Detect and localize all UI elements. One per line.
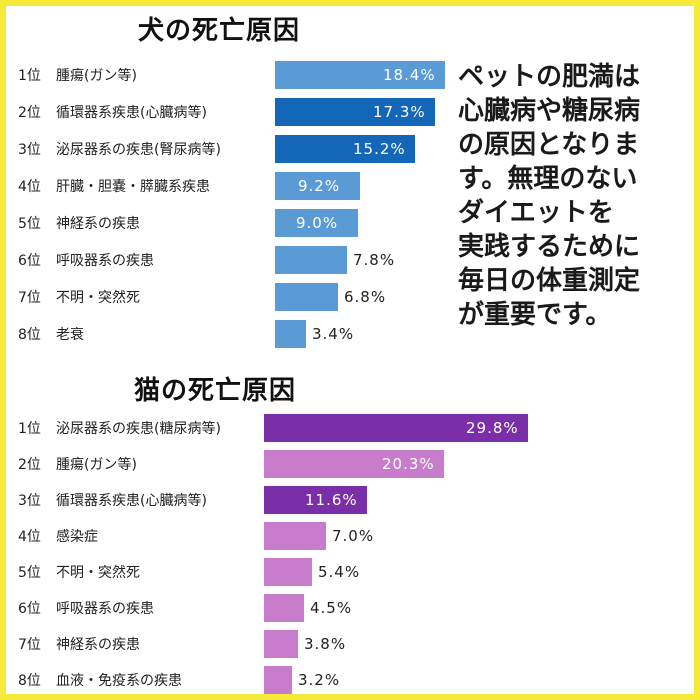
bar <box>275 172 360 200</box>
rank-label: 1位 <box>18 68 41 84</box>
value-label: 6.8% <box>344 288 387 306</box>
bar <box>264 414 528 442</box>
note-line: 実践するために <box>458 232 641 262</box>
value-label: 3.8% <box>304 635 347 653</box>
bar <box>275 320 306 348</box>
chart-row: 4位 感染症 7.0% <box>0 522 700 550</box>
bar <box>264 630 298 658</box>
cause-label: 老衰 <box>56 327 84 343</box>
cause-label: 循環器系疾患(心臓病等) <box>56 105 207 121</box>
bar <box>264 522 326 550</box>
rank-label: 7位 <box>18 637 41 653</box>
bar <box>264 558 312 586</box>
rank-label: 5位 <box>18 216 41 232</box>
value-label: 18.4% <box>383 66 436 84</box>
chart-row: 6位 呼吸器系の疾患 4.5% <box>0 594 700 622</box>
chart-row: 6位 呼吸器系の疾患 7.8% <box>0 246 700 274</box>
chart-row: 1位 泌尿器系の疾患(糖尿病等) 29.8% <box>0 414 700 442</box>
cause-label: 肝臓・胆嚢・膵臓系疾患 <box>56 179 210 195</box>
rank-label: 3位 <box>18 142 41 158</box>
rank-label: 4位 <box>18 529 41 545</box>
cause-label: 腫瘍(ガン等) <box>56 68 137 84</box>
chart-row: 7位 神経系の疾患 3.8% <box>0 630 700 658</box>
note-line: の原因となりま <box>458 130 640 160</box>
cat-chart-title: 猫の死亡原因 <box>134 376 297 406</box>
cause-label: 呼吸器系の疾患 <box>56 253 154 269</box>
note-line: 心臓病や糖尿病 <box>458 96 641 126</box>
bar <box>275 283 338 311</box>
bar <box>264 450 444 478</box>
cause-label: 呼吸器系の疾患 <box>56 601 154 617</box>
bar <box>264 486 367 514</box>
rank-label: 3位 <box>18 493 41 509</box>
note-line: ペットの肥満は <box>458 62 641 92</box>
dog-chart-title: 犬の死亡原因 <box>138 16 301 46</box>
chart-row: 1位 腫瘍(ガン等) 18.4% <box>0 61 700 89</box>
bar <box>275 246 347 274</box>
cause-label: 血液・免疫系の疾患 <box>56 673 182 689</box>
value-label: 3.4% <box>312 325 355 343</box>
note-line: す。無理のない <box>458 164 638 194</box>
value-label: 20.3% <box>382 455 435 473</box>
rank-label: 1位 <box>18 421 41 437</box>
chart-row: 2位 腫瘍(ガン等) 20.3% <box>0 450 700 478</box>
value-label: 5.4% <box>318 563 361 581</box>
rank-label: 8位 <box>18 327 41 343</box>
rank-label: 2位 <box>18 105 41 121</box>
value-label: 9.0% <box>296 214 339 232</box>
note-line: が重要です。 <box>458 300 612 330</box>
rank-label: 6位 <box>18 253 41 269</box>
chart-row: 5位 不明・突然死 5.4% <box>0 558 700 586</box>
value-label: 9.2% <box>298 177 341 195</box>
cause-label: 循環器系疾患(心臓病等) <box>56 493 207 509</box>
chart-row: 7位 不明・突然死 6.8% <box>0 283 700 311</box>
chart-row: 5位 神経系の疾患 9.0% <box>0 209 700 237</box>
value-label: 7.8% <box>353 251 396 269</box>
rank-label: 2位 <box>18 457 41 473</box>
bar <box>264 666 292 694</box>
bar <box>275 135 415 163</box>
value-label: 7.0% <box>332 527 375 545</box>
chart-row: 2位 循環器系疾患(心臓病等) 17.3% <box>0 98 700 126</box>
bar <box>275 61 445 89</box>
cause-label: 泌尿器系の疾患(腎尿病等) <box>56 142 221 158</box>
value-label: 29.8% <box>466 419 519 437</box>
bar <box>275 209 358 237</box>
note-line: ダイエットを <box>458 198 614 228</box>
rank-label: 8位 <box>18 673 41 689</box>
cause-label: 神経系の疾患 <box>56 216 140 232</box>
value-label: 3.2% <box>298 671 341 689</box>
rank-label: 7位 <box>18 290 41 306</box>
rank-label: 6位 <box>18 601 41 617</box>
chart-row: 8位 血液・免疫系の疾患 3.2% <box>0 666 700 694</box>
value-label: 11.6% <box>305 491 358 509</box>
obesity-note: ペットの肥満は 心臓病や糖尿病 の原因となりま す。無理のない ダイエットを 実践するため… <box>458 60 694 332</box>
rank-label: 5位 <box>18 565 41 581</box>
chart-row: 3位 泌尿器系の疾患(腎尿病等) 15.2% <box>0 135 700 163</box>
value-label: 15.2% <box>353 140 406 158</box>
note-line: 毎日の体重測定 <box>458 266 641 296</box>
bar <box>275 98 435 126</box>
cause-label: 神経系の疾患 <box>56 637 140 653</box>
value-label: 4.5% <box>310 599 353 617</box>
cause-label: 泌尿器系の疾患(糖尿病等) <box>56 421 221 437</box>
cause-label: 腫瘍(ガン等) <box>56 457 137 473</box>
value-label: 17.3% <box>373 103 426 121</box>
chart-row: 4位 肝臓・胆嚢・膵臓系疾患 9.2% <box>0 172 700 200</box>
cause-label: 感染症 <box>56 529 98 545</box>
cause-label: 不明・突然死 <box>56 290 140 306</box>
rank-label: 4位 <box>18 179 41 195</box>
chart-row: 8位 老衰 3.4% <box>0 320 700 348</box>
bar <box>264 594 304 622</box>
cause-label: 不明・突然死 <box>56 565 140 581</box>
chart-row: 3位 循環器系疾患(心臓病等) 11.6% <box>0 486 700 514</box>
